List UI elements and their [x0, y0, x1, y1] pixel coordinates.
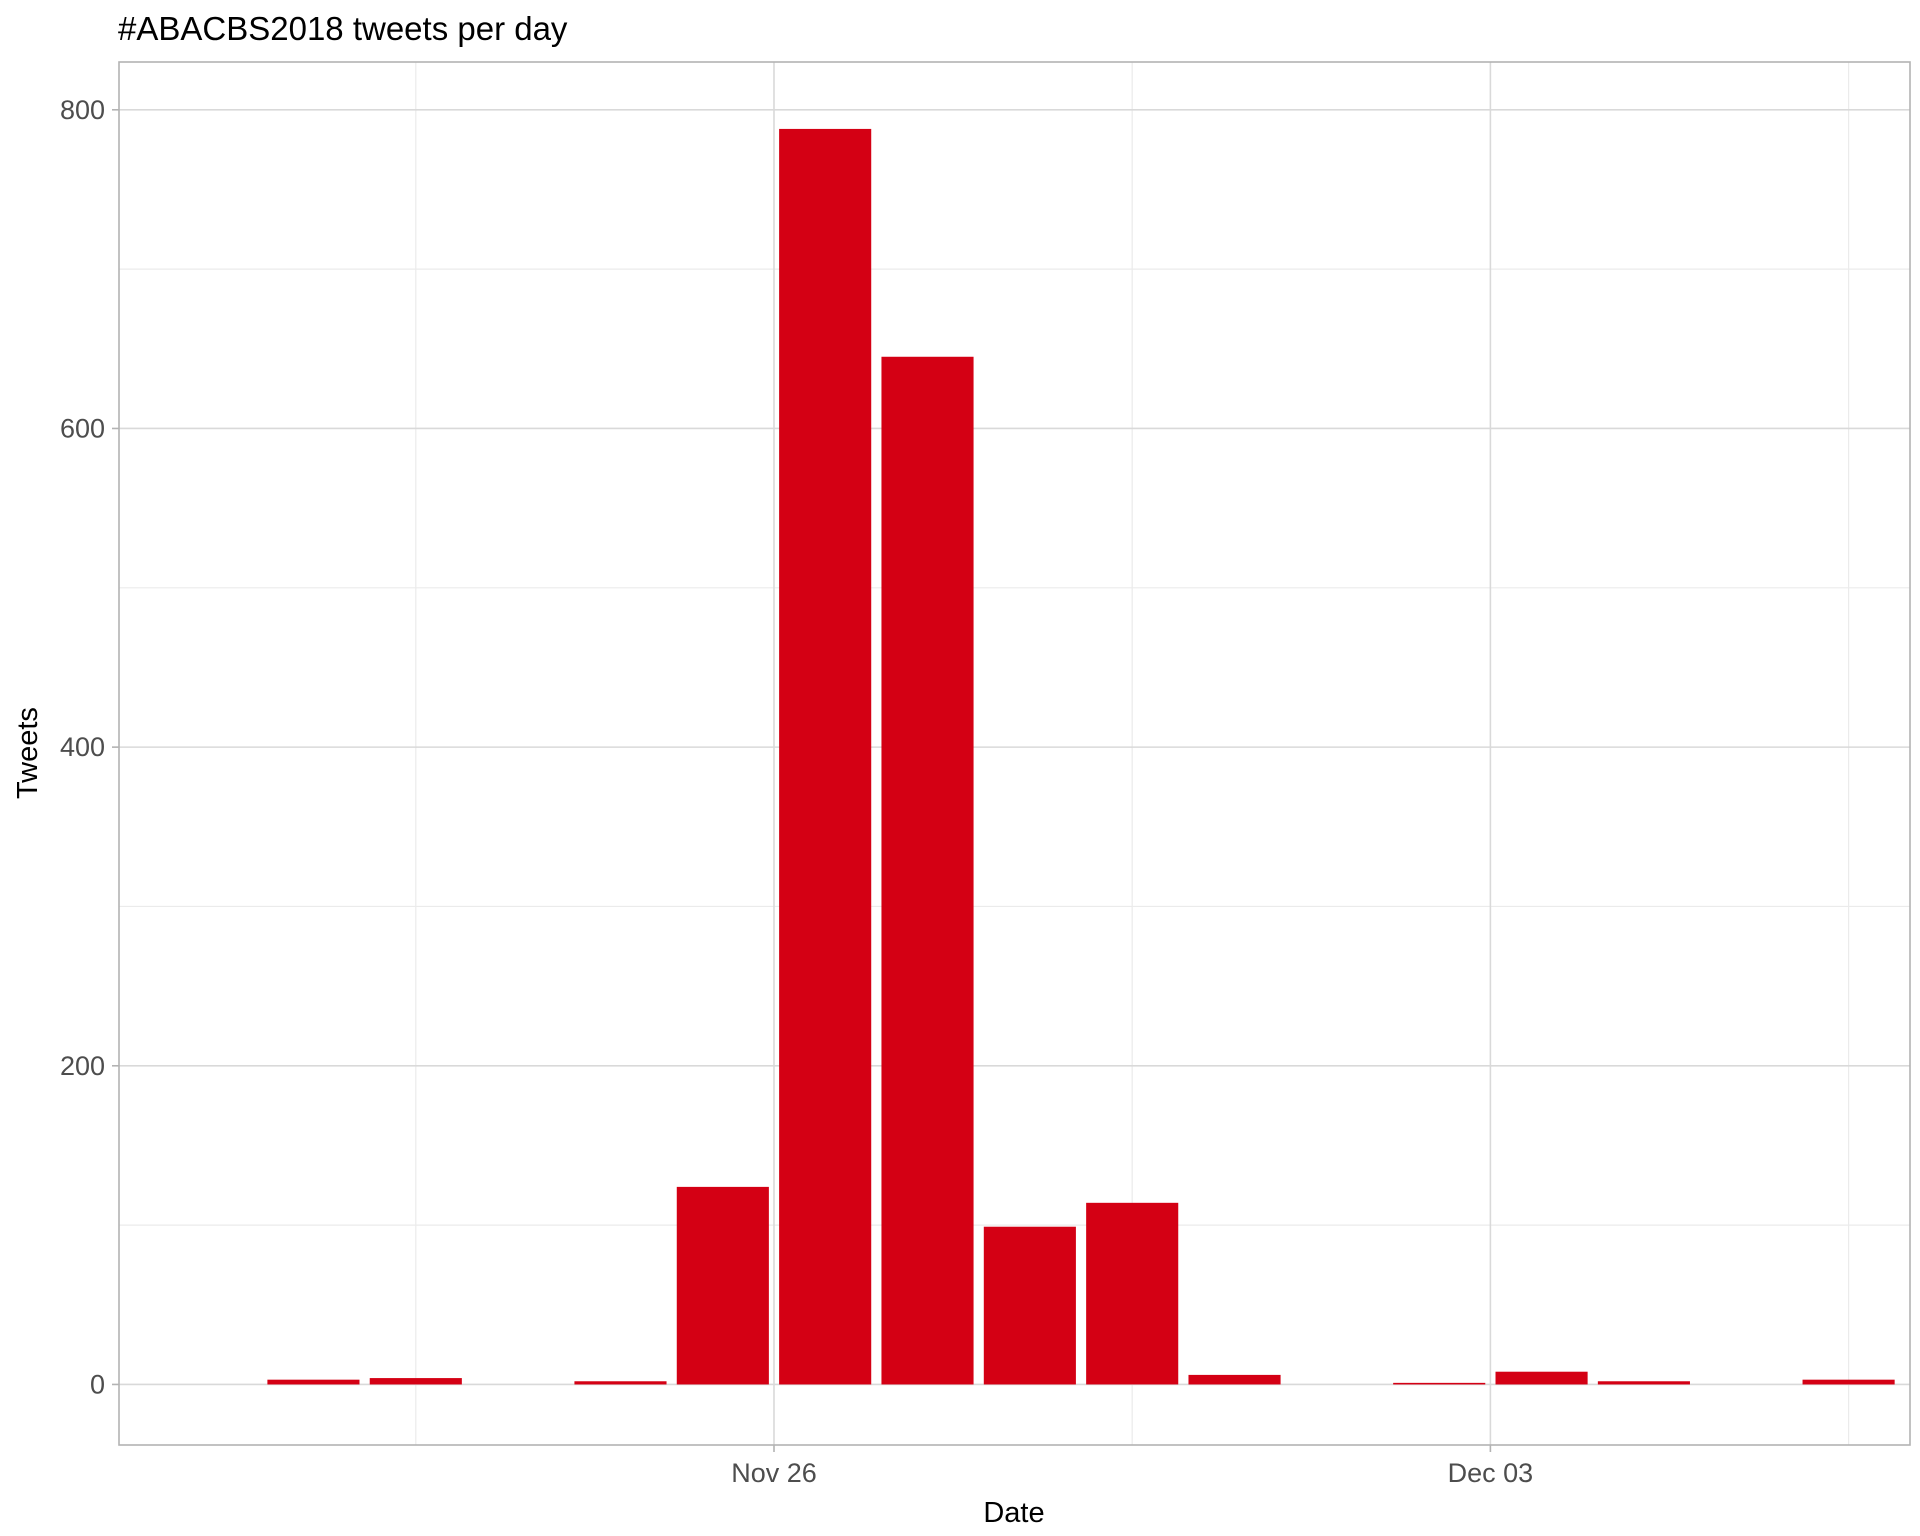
y-axis-title: Tweets — [12, 707, 44, 799]
bar-dec-06 — [1802, 1379, 1895, 1385]
x-tick-label: Nov 26 — [731, 1458, 817, 1488]
bar-nov-21 — [267, 1379, 360, 1385]
chart-title: #ABACBS2018 tweets per day — [118, 10, 568, 47]
bar-nov-24 — [574, 1381, 667, 1385]
y-tick-label: 800 — [60, 95, 105, 125]
bar-dec-03 — [1495, 1371, 1588, 1385]
y-tick-label: 600 — [60, 413, 105, 443]
bar-nov-26 — [779, 128, 872, 1385]
major-gridlines — [119, 62, 1910, 1445]
bar-nov-30 — [1188, 1374, 1281, 1385]
panel-border — [118, 61, 1911, 1446]
bar-nov-29 — [1086, 1202, 1179, 1385]
bar-dec-04 — [1597, 1381, 1690, 1385]
minor-gridlines — [119, 62, 1910, 1445]
bar-nov-25 — [676, 1186, 769, 1385]
y-tick-label: 400 — [60, 732, 105, 762]
bar-nov-27 — [881, 356, 974, 1385]
y-tick-label: 200 — [60, 1051, 105, 1081]
y-tick-label: 0 — [90, 1369, 105, 1399]
x-axis: Nov 26 Dec 03 — [731, 1445, 1533, 1488]
x-axis-title: Date — [983, 1497, 1044, 1529]
bars — [267, 128, 1895, 1385]
y-axis: 0 200 400 600 800 — [60, 95, 119, 1399]
bar-dec-02 — [1393, 1382, 1486, 1385]
x-tick-label: Dec 03 — [1448, 1458, 1534, 1488]
bar-nov-22 — [369, 1378, 462, 1385]
bar-nov-28 — [983, 1226, 1076, 1385]
